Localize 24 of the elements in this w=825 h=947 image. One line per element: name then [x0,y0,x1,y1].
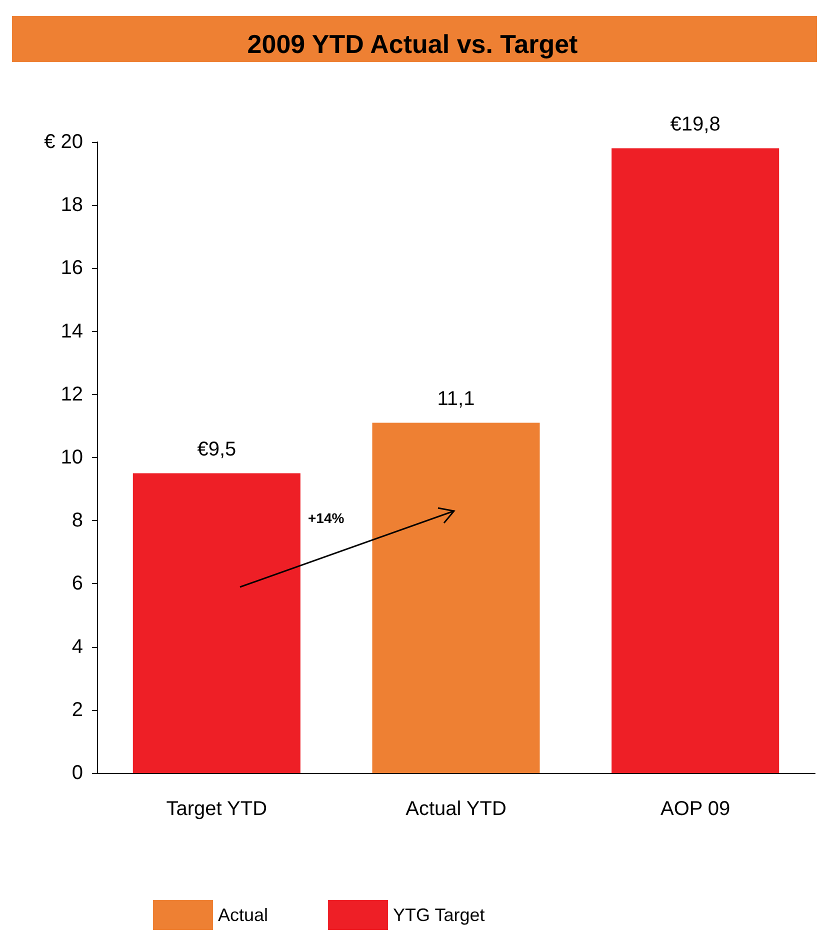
y-tick-label: 6 [72,572,83,595]
y-tick-label: 14 [60,320,83,342]
x-tick-label: Target YTD [166,798,268,820]
data-label: 11,1 [437,388,475,410]
data-label: €9,5 [197,438,236,460]
bar [132,473,300,773]
legend-label: YTG Target [393,905,485,925]
y-tick-label: 18 [60,194,83,216]
y-tick-label: 12 [60,383,83,406]
chart-title: 2009 YTD Actual vs. Target [247,29,578,59]
y-tick-label: 16 [60,257,83,280]
y-tick-label: 4 [72,636,83,658]
legend-label: Actual [218,905,268,925]
annotation: +14% [308,510,345,526]
y-tick-label: 0 [72,762,83,784]
y-tick-label: 8 [72,510,83,532]
x-tick-label: AOP 09 [660,798,730,820]
x-tick-label: Actual YTD [406,798,506,820]
bar [372,422,540,773]
y-tick-label: 10 [60,446,83,468]
y-tick-label: € 20 [44,131,83,153]
data-label: €19,8 [670,113,720,136]
bar [612,148,780,773]
y-tick-label: 2 [72,698,83,721]
